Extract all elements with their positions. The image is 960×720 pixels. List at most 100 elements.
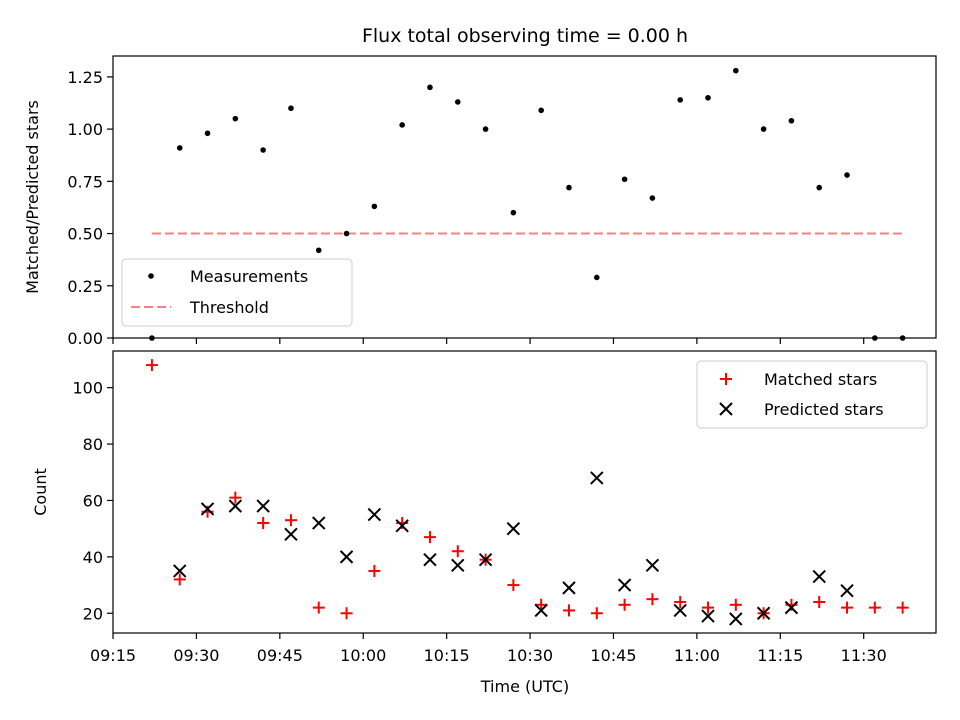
matched-star-point: [423, 531, 436, 544]
matched-star-point: [646, 593, 659, 606]
predicted-star-stroke: [423, 552, 437, 567]
measurement-point: [677, 97, 684, 103]
predicted-star-stroke: [784, 600, 799, 615]
predicted-star-stroke: [367, 507, 382, 522]
x-tick-label: 11:30: [841, 646, 887, 665]
matched-star-point: [145, 359, 158, 372]
predicted-star-stroke: [256, 499, 270, 513]
ratio-x-ticks: [112, 338, 865, 344]
matched-star-point: [257, 517, 270, 530]
matched-star-point: [813, 595, 826, 608]
matched-star-point: [451, 545, 464, 558]
matched-star-point: [535, 598, 548, 611]
predicted-star-point: [590, 471, 604, 485]
legend-threshold-label: Threshold: [189, 298, 269, 317]
count-y-ticks: 20 40 60 80 100: [72, 379, 113, 623]
predicted-star-stroke: [617, 578, 632, 592]
predicted-star-point: [367, 507, 382, 522]
legend-predicted-marker: [719, 402, 733, 416]
ratio-y-ticks: 0.00 0.25 0.50 0.75 1.00 1.25: [67, 68, 113, 348]
chart-title: Flux total observing time = 0.00 h: [362, 25, 688, 47]
predicted-star-point: [200, 502, 215, 516]
matched-star-point: [368, 564, 381, 577]
measurement-point: [315, 247, 322, 254]
matched-star-point: [312, 601, 325, 614]
measurement-point: [899, 335, 906, 341]
ratio-y-tick-label: 0.25: [67, 277, 103, 296]
measurement-point: [232, 115, 239, 122]
predicted-star-point: [395, 519, 409, 533]
matched-star-point: [173, 573, 186, 586]
x-tick-label: 10:00: [340, 646, 386, 665]
measurement-point: [649, 195, 656, 201]
x-axis-label: Time (UTC): [480, 677, 569, 696]
matched-star-point: [618, 598, 631, 611]
predicted-star-stroke: [395, 519, 409, 533]
legend-measurements-marker: [148, 273, 154, 279]
predicted-star-stroke: [562, 581, 576, 595]
predicted-star-stroke: [284, 527, 298, 542]
predicted-star-point: [534, 603, 548, 618]
ratio-legend: Measurements Threshold: [121, 258, 353, 327]
predicted-star-stroke: [451, 558, 465, 573]
x-tick-label: 10:45: [590, 646, 636, 665]
predicted-star-point: [756, 606, 771, 620]
predicted-star-stroke: [200, 502, 215, 516]
x-tick-label: 11:00: [674, 646, 720, 665]
ratio-y-axis-label: Matched/Predicted stars: [23, 100, 42, 294]
count-legend-box: [696, 360, 928, 429]
ratio-y-tick-label: 1.00: [67, 120, 103, 139]
predicted-star-stroke: [478, 552, 493, 567]
predicted-star-point: [451, 558, 465, 573]
count-legend: Matched stars Predicted stars: [696, 360, 928, 429]
matched-star-point: [562, 604, 575, 617]
count-y-axis-label: Count: [31, 468, 50, 516]
measurement-point: [371, 203, 378, 210]
measurement-point: [176, 145, 183, 151]
x-tick-label: 10:15: [424, 646, 470, 665]
measurement-point: [621, 176, 628, 183]
predicted-star-stroke: [339, 550, 354, 564]
predicted-star-stroke: [756, 606, 771, 620]
legend-matched-marker: [720, 373, 732, 385]
predicted-star-point: [701, 609, 715, 623]
predicted-star-point: [617, 578, 632, 592]
predicted-star-point: [256, 499, 270, 513]
predicted-star-point: [423, 552, 437, 567]
predicted-star-stroke: [701, 609, 715, 623]
predicted-star-stroke: [812, 569, 826, 584]
matched-star-point: [896, 601, 909, 614]
x-tick-label: 10:30: [507, 646, 553, 665]
matched-star-point: [507, 579, 520, 592]
matched-star-point: [702, 601, 715, 614]
matched-star-point: [229, 491, 242, 504]
measurement-point: [872, 335, 878, 341]
predicted-star-point: [812, 569, 826, 584]
predicted-star-stroke: [312, 516, 326, 530]
predicted-star-point: [673, 603, 687, 618]
legend-measurements-label: Measurements: [190, 267, 308, 286]
x-tick-label: 09:45: [257, 646, 303, 665]
predicted-star-point: [784, 600, 799, 615]
predicted-star-point: [339, 550, 354, 564]
predicted-star-stroke: [506, 521, 521, 536]
predicted-star-stroke: [590, 471, 604, 485]
predicted-star-point: [840, 583, 854, 598]
ratio-panel-frame: [112, 55, 937, 339]
matched-star-point: [340, 607, 353, 620]
x-tick-label: 09:15: [90, 646, 136, 665]
measurement-point: [482, 126, 489, 132]
legend-matched-label: Matched stars: [764, 370, 877, 389]
predicted-star-point: [228, 499, 243, 513]
ratio-y-tick-label: 0.75: [67, 172, 103, 191]
predicted-star-stroke: [840, 583, 854, 598]
predicted-star-stroke: [173, 564, 187, 578]
predicted-star-stroke: [729, 612, 743, 626]
ratio-y-tick-label: 1.25: [67, 68, 103, 87]
measurement-point: [788, 117, 795, 124]
ratio-y-tick-label: 0.50: [67, 225, 103, 244]
predicted-star-stroke: [228, 499, 243, 513]
ratio-y-tick-label: 0.00: [67, 329, 103, 348]
measurement-point: [427, 84, 433, 91]
